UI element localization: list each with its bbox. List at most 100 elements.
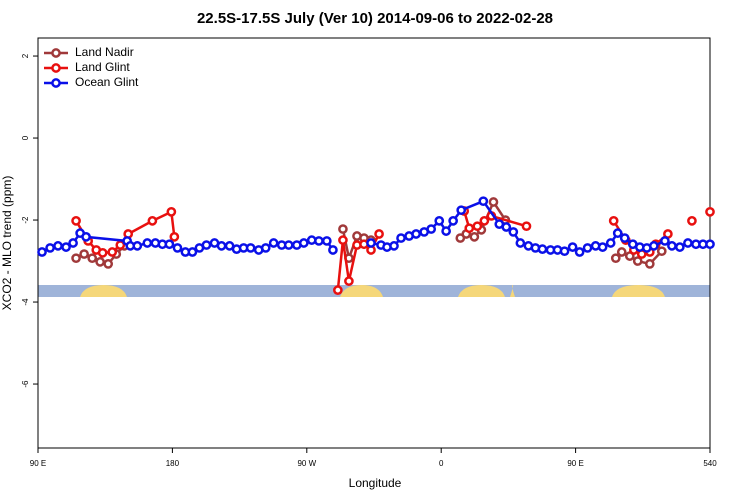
series-line (370, 199, 710, 254)
data-point (632, 256, 643, 266)
data-point (172, 243, 183, 253)
data-point (260, 243, 271, 253)
data-point (597, 242, 608, 252)
data-point (366, 238, 376, 248)
data-point (142, 238, 153, 248)
data-point (605, 238, 616, 248)
data-point (464, 223, 475, 234)
data-point (216, 241, 227, 251)
data-point (87, 253, 98, 264)
data-point (434, 216, 445, 226)
data-point (396, 233, 406, 243)
x-tick-label: 90 E (30, 459, 46, 468)
legend-marker (51, 78, 61, 88)
legend-label: Land Glint (75, 60, 130, 74)
chart-title: 22.5S-17.5S July (Ver 10) 2014-09-06 to … (197, 10, 553, 27)
y-tick-label: -4 (21, 298, 30, 306)
data-point (166, 206, 177, 217)
data-point (169, 232, 180, 242)
data-point (515, 238, 526, 248)
data-point (610, 253, 621, 264)
data-point (45, 243, 55, 253)
x-tick-label: 540 (703, 459, 717, 468)
data-point (338, 235, 348, 245)
data-point (81, 232, 91, 242)
data-point (71, 253, 81, 264)
land-patch (510, 285, 515, 297)
data-point (321, 236, 332, 246)
data-point (328, 245, 338, 255)
data-point (488, 197, 499, 207)
y-tick-label: 0 (21, 135, 30, 140)
y-tick-label: 2 (21, 53, 30, 58)
data-point (537, 244, 548, 254)
data-point (683, 238, 693, 248)
data-point (619, 233, 630, 243)
data-point (441, 226, 451, 236)
legend-label: Land Nadir (75, 45, 134, 59)
data-point (644, 259, 655, 269)
data-point (559, 246, 570, 257)
legend-marker (51, 63, 61, 73)
data-point (567, 242, 578, 252)
data-point (61, 242, 71, 252)
y-tick-label: -2 (21, 216, 30, 224)
land-patch (612, 285, 665, 297)
data-point (612, 228, 623, 239)
data-point (501, 222, 512, 232)
data-point (687, 216, 697, 226)
land-patch (458, 285, 505, 297)
data-point (132, 241, 143, 251)
data-point (705, 206, 715, 217)
data-point (456, 205, 467, 216)
data-point (616, 247, 627, 257)
land-patch (340, 285, 383, 297)
data-point (37, 247, 47, 257)
data-point (95, 257, 105, 267)
x-tick-label: 90 E (567, 459, 583, 468)
data-point (71, 216, 81, 226)
legend-marker (51, 48, 61, 58)
data-point (147, 216, 158, 226)
data-point (107, 247, 118, 257)
data-point (508, 227, 519, 237)
y-tick-label: -6 (21, 380, 30, 388)
data-point (472, 221, 483, 232)
land-patch (80, 285, 127, 297)
data-point (344, 276, 354, 286)
data-point (521, 221, 532, 232)
data-point (333, 285, 343, 295)
data-point (201, 240, 212, 250)
data-point (448, 216, 458, 226)
data-point (314, 236, 324, 246)
data-point (674, 242, 685, 252)
data-point (479, 216, 490, 226)
data-point (245, 243, 256, 253)
data-point (53, 241, 63, 251)
data-point (582, 243, 593, 253)
data-point (103, 259, 114, 269)
x-tick-label: 180 (166, 459, 180, 468)
data-point (187, 247, 198, 257)
series-line (75, 209, 176, 255)
data-point (608, 216, 619, 226)
x-axis-label: Longitude (349, 476, 402, 490)
data-point (68, 238, 78, 248)
data-point (649, 241, 659, 251)
data-point (574, 247, 585, 257)
data-point (298, 238, 309, 248)
data-point (164, 239, 175, 250)
legend-label: Ocean Glint (75, 75, 139, 89)
data-point (469, 232, 480, 242)
data-point (338, 224, 348, 234)
data-point (411, 229, 421, 239)
data-point (426, 224, 437, 234)
data-point (97, 247, 108, 258)
y-axis-label: XCO2 - MLO trend (ppm) (0, 176, 14, 311)
data-point (389, 241, 399, 251)
x-tick-label: 90 W (297, 459, 316, 468)
data-point (79, 249, 89, 259)
data-point (656, 246, 667, 257)
data-point (374, 229, 384, 239)
